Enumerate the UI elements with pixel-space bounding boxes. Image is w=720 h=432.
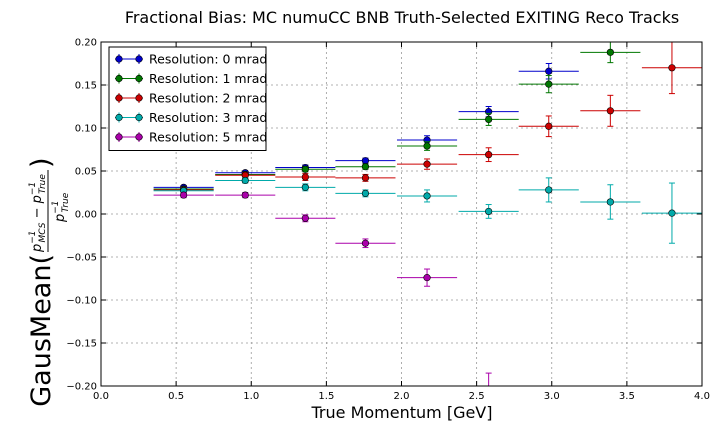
x-tick-label: 4.0 — [694, 391, 710, 402]
y-axis-label: GausMean( p−1MCS − p−1True p−1True ) — [26, 157, 71, 406]
legend-marker — [115, 133, 123, 141]
y-tick-label: 0.10 — [75, 124, 97, 135]
x-tick-label: 1.5 — [318, 391, 334, 402]
data-point — [485, 151, 493, 159]
data-point — [241, 191, 249, 199]
series-layer — [153, 42, 702, 394]
data-point — [668, 64, 676, 72]
data-point — [301, 214, 309, 222]
data-point — [545, 186, 553, 194]
y-tick-label: −0.15 — [66, 339, 97, 350]
data-point — [668, 209, 676, 217]
data-point — [485, 387, 492, 394]
data-point — [301, 165, 309, 173]
data-point — [423, 192, 431, 200]
legend-marker — [135, 94, 143, 102]
data-point — [361, 239, 370, 247]
x-tick-label: 0.0 — [93, 391, 109, 402]
data-point — [545, 80, 553, 88]
legend-label: Resolution: 3 mrad — [149, 110, 267, 125]
data-point — [301, 173, 309, 181]
x-tick-label: 3.0 — [544, 391, 560, 402]
data-point — [606, 48, 614, 56]
legend-marker — [135, 74, 143, 83]
legend-marker — [115, 55, 123, 63]
y-tick-label: −0.10 — [66, 296, 97, 307]
legend-label: Resolution: 2 mrad — [149, 91, 267, 106]
legend-marker — [115, 74, 123, 83]
data-point — [423, 160, 431, 168]
data-point — [241, 176, 249, 185]
x-tick-label: 3.5 — [619, 391, 635, 402]
legend-marker — [135, 133, 143, 141]
data-point — [361, 189, 370, 197]
y-tick-label: −0.05 — [66, 253, 97, 264]
series-4 — [153, 191, 492, 394]
y-tick-label: 0.20 — [75, 38, 97, 49]
data-point — [423, 142, 431, 150]
legend-label: Resolution: 0 mrad — [149, 52, 267, 67]
x-axis-label: True Momentum [GeV] — [311, 403, 493, 422]
data-point — [485, 207, 493, 216]
data-point — [606, 198, 614, 206]
legend-marker — [115, 113, 123, 122]
y-axis-label-denominator: p−1True — [51, 192, 71, 223]
series-3 — [153, 176, 702, 244]
data-point — [485, 115, 493, 123]
chart-title: Fractional Bias: MC numuCC BNB Truth-Sel… — [125, 8, 679, 27]
data-point — [545, 67, 553, 75]
legend: Resolution: 0 mrad Resolution: 1 mrad Reso… — [108, 46, 267, 151]
legend-marker — [135, 113, 143, 122]
legend-marker — [135, 55, 143, 63]
x-tick-label: 1.0 — [243, 391, 259, 402]
data-point — [545, 122, 553, 130]
data-point — [423, 274, 431, 282]
x-tick-label: 2.0 — [394, 391, 410, 402]
data-point — [301, 183, 309, 191]
y-axis-label-suffix: ) — [26, 157, 57, 168]
data-point — [606, 107, 614, 115]
data-point — [361, 163, 370, 171]
data-point — [361, 174, 370, 182]
data-point — [180, 191, 188, 199]
y-tick-label: 0.15 — [75, 81, 97, 92]
y-axis-label-numerator: p−1MCS − p−1True — [28, 174, 48, 253]
legend-box — [108, 46, 267, 151]
legend-label: Resolution: 5 mrad — [149, 130, 267, 145]
legend-marker — [115, 94, 123, 102]
ticks: 0.0 0.5 1.0 1.5 2.0 2.5 3.0 3.5 4.0 −0.20 −0.15 −0.… — [66, 38, 710, 403]
y-tick-label: 0.00 — [75, 210, 97, 221]
y-axis-label-prefix: GausMean( — [26, 254, 57, 407]
y-tick-label: −0.20 — [66, 382, 97, 393]
legend-label: Resolution: 1 mrad — [149, 71, 267, 86]
x-tick-label: 2.5 — [469, 391, 485, 402]
x-tick-label: 0.5 — [168, 391, 184, 402]
y-tick-label: 0.05 — [75, 167, 97, 178]
data-point — [361, 157, 370, 165]
